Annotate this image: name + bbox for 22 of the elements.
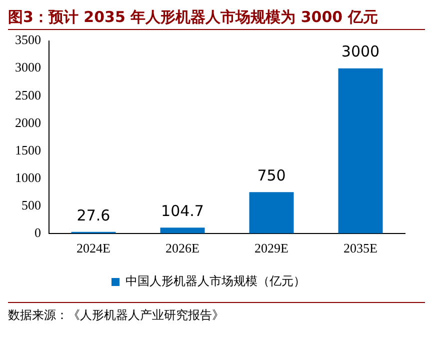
chart-title: 图3：预计 2035 年人形机器人市场规模为 3000 亿元 xyxy=(8,8,425,30)
x-tick-label: 2035E xyxy=(344,240,378,256)
y-tick-label: 2500 xyxy=(15,87,41,102)
data-label: 27.6 xyxy=(76,206,110,224)
x-tick-label: 2024E xyxy=(76,240,111,256)
y-tick-label: 1500 xyxy=(15,142,41,158)
bar xyxy=(160,228,205,234)
x-tick-label: 2026E xyxy=(166,240,200,256)
y-tick-label: 0 xyxy=(34,224,41,240)
data-label: 104.7 xyxy=(161,202,204,220)
data-label: 3000 xyxy=(341,42,380,61)
y-tick-label: 2000 xyxy=(15,114,41,130)
bar xyxy=(338,68,383,234)
y-tick-label: 1000 xyxy=(15,170,41,185)
y-tick-label: 3500 xyxy=(15,32,41,48)
x-tick-label: 2029E xyxy=(254,240,289,256)
data-label: 750 xyxy=(257,166,286,185)
source-note: 数据来源：《人形机器人产业研究报告》 xyxy=(8,302,425,324)
bar xyxy=(249,192,294,234)
y-tick-label: 500 xyxy=(22,197,41,212)
legend-label: 中国人形机器人市场规模（亿元） xyxy=(126,274,306,288)
y-tick-label: 3000 xyxy=(15,60,41,75)
